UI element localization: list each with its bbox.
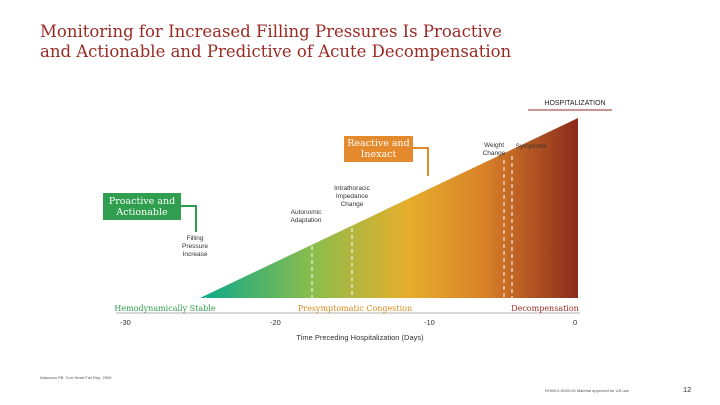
stage-presymptomatic: Presymptomatic Congestion — [297, 304, 413, 313]
footnote-right: RH0001-0000-00 Material approved for US … — [545, 388, 629, 393]
x-tick-2: -20 — [270, 318, 281, 327]
title-line-2: and Actionable and Predictive of Acute D… — [40, 42, 512, 61]
marker-filling: Filling Pressure Increase — [181, 235, 208, 258]
reactive-box: Reactive and Inexact — [344, 136, 413, 162]
marker-autonomic: Autonomic Adaptation — [290, 209, 322, 224]
marker-impedance: Intrathoracic Impedance Change — [334, 185, 370, 208]
marker-symptoms: Symptoms — [515, 143, 547, 150]
x-axis-label: Time Preceding Hospitalization (Days) — [296, 333, 424, 342]
reactive-label: Reactive and Inexact — [347, 138, 410, 160]
progression-wedge — [200, 118, 578, 298]
proactive-label: Proactive and Actionable — [108, 195, 176, 218]
stage-stable: Hemodynamically Stable — [114, 304, 216, 313]
marker-weight-change: Weight Change — [482, 142, 506, 157]
x-tick-4: 0 — [573, 318, 578, 327]
page-title: Monitoring for Increased Filling Pressur… — [40, 22, 660, 62]
x-tick-1: -30 — [120, 318, 131, 327]
page-number: 12 — [683, 385, 692, 394]
x-tick-3: -10 — [424, 318, 435, 327]
footnote-left: Adamson PB. Curr Heart Fail Rep. 2009 — [40, 375, 112, 380]
stage-decompensation: Decompensation — [511, 304, 579, 313]
proactive-box: Proactive and Actionable — [103, 193, 181, 220]
hospitalization-label: HOSPITALIZATION — [544, 100, 606, 107]
reactive-bracket — [413, 147, 429, 176]
proactive-bracket — [181, 205, 197, 232]
title-line-1: Monitoring for Increased Filling Pressur… — [40, 22, 502, 41]
